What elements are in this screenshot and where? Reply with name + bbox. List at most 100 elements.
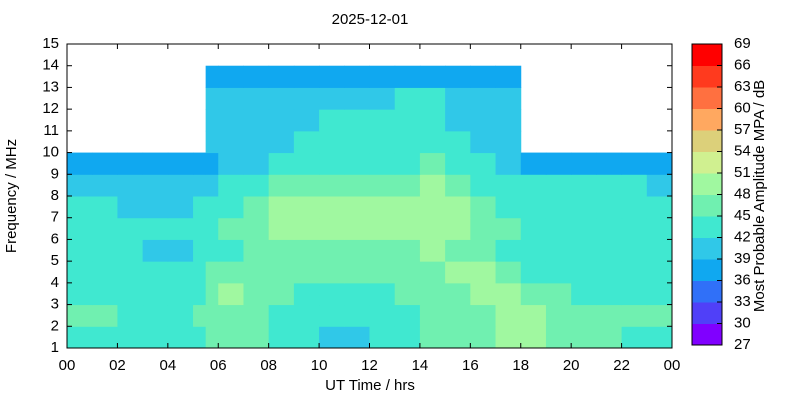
heat-cell <box>369 65 396 88</box>
heat-cell <box>596 239 623 262</box>
heat-cell <box>470 109 497 132</box>
heat-cell <box>167 326 194 349</box>
heat-cell <box>268 304 295 327</box>
heat-cell <box>419 65 446 88</box>
heat-cell <box>419 217 446 240</box>
heat-cell <box>394 196 421 219</box>
colorbar-tick-label: 54 <box>734 142 751 159</box>
heat-cell <box>92 282 118 306</box>
heat-cell <box>495 304 522 327</box>
heat-cell <box>495 282 522 306</box>
heat-cell <box>167 174 194 197</box>
heat-cell <box>205 261 219 284</box>
heat-cell <box>268 65 295 88</box>
heat-cell <box>268 326 295 349</box>
heat-cell <box>243 130 270 154</box>
heat-cell <box>268 261 295 284</box>
heat-cell <box>205 174 219 197</box>
heat-cell <box>596 261 623 284</box>
heat-cell <box>243 196 270 219</box>
heat-cell <box>394 152 421 175</box>
heat-cell <box>142 239 169 262</box>
heat-cell <box>193 304 207 327</box>
heat-cell <box>67 304 93 327</box>
heat-cell <box>268 152 295 175</box>
heat-cell <box>369 282 396 306</box>
x-tick-label: 10 <box>311 357 328 374</box>
heat-cell <box>445 239 471 262</box>
heat-cell <box>369 239 396 262</box>
x-tick-label: 20 <box>563 357 580 374</box>
heat-cell <box>369 109 396 132</box>
colorbar-tick-label: 48 <box>734 185 751 202</box>
x-tick-label: 22 <box>613 357 630 374</box>
heat-cell <box>571 261 597 284</box>
heat-cell <box>193 196 207 219</box>
heat-cell <box>419 196 446 219</box>
heat-cell <box>293 87 320 110</box>
x-tick-label: 04 <box>159 357 176 374</box>
heat-cell <box>445 282 471 306</box>
heat-cell <box>495 217 522 240</box>
heat-cell <box>520 196 547 219</box>
y-tick-label: 10 <box>42 144 59 161</box>
heat-cell <box>243 152 270 175</box>
heat-cell <box>596 282 623 306</box>
colorbar-swatch <box>692 65 722 88</box>
heat-cell <box>243 174 270 197</box>
heat-cell <box>419 152 446 175</box>
heat-cell <box>445 130 471 154</box>
heat-cell <box>142 217 169 240</box>
heat-cell <box>445 65 471 88</box>
heat-cell <box>545 326 572 349</box>
heat-cell <box>319 174 345 197</box>
heat-cell <box>419 326 446 349</box>
heat-cell <box>142 261 169 284</box>
colorbar-tick-label: 51 <box>734 164 751 181</box>
heat-cell <box>394 239 421 262</box>
y-tick-label: 13 <box>42 78 59 95</box>
heat-cell <box>470 152 497 175</box>
heat-cell <box>419 174 446 197</box>
heat-cell <box>167 304 194 327</box>
colorbar-tick-label: 36 <box>734 271 751 288</box>
heat-cell <box>193 282 207 306</box>
heat-cell <box>243 261 270 284</box>
heat-cell <box>571 174 597 197</box>
heat-cell <box>596 174 623 197</box>
heat-cell <box>142 196 169 219</box>
heat-cell <box>205 326 219 349</box>
heat-cell <box>293 174 320 197</box>
heat-cell <box>646 261 673 284</box>
heat-cell <box>193 217 207 240</box>
colorbar-tick-label: 66 <box>734 56 751 73</box>
colorbar-tick-label: 33 <box>734 293 751 310</box>
heat-cell <box>596 152 623 175</box>
colorbar-swatch <box>692 173 722 195</box>
heat-cell <box>92 261 118 284</box>
heat-cell <box>205 152 219 175</box>
y-tick-label: 3 <box>51 296 59 313</box>
x-tick-label: 16 <box>462 357 479 374</box>
colorbar-swatch <box>692 280 722 303</box>
heat-cell <box>293 217 320 240</box>
heat-cell <box>205 239 219 262</box>
heat-cell <box>218 65 244 88</box>
heat-cell <box>142 304 169 327</box>
x-tick-label: 00 <box>664 357 681 374</box>
y-tick-label: 2 <box>51 317 59 334</box>
heat-cell <box>369 174 396 197</box>
heat-cell <box>218 196 244 219</box>
heat-cell <box>319 196 345 219</box>
colorbar-tick-label: 45 <box>734 207 751 224</box>
heat-cell <box>67 326 93 349</box>
heat-cell <box>293 282 320 306</box>
colorbar-swatch <box>692 302 722 324</box>
colorbar-tick-label: 57 <box>734 121 751 138</box>
heat-cell <box>520 239 547 262</box>
heat-cell <box>369 217 396 240</box>
heat-cell <box>646 217 673 240</box>
heat-cell <box>268 196 295 219</box>
heat-cell <box>520 174 547 197</box>
heat-cell <box>117 239 144 262</box>
